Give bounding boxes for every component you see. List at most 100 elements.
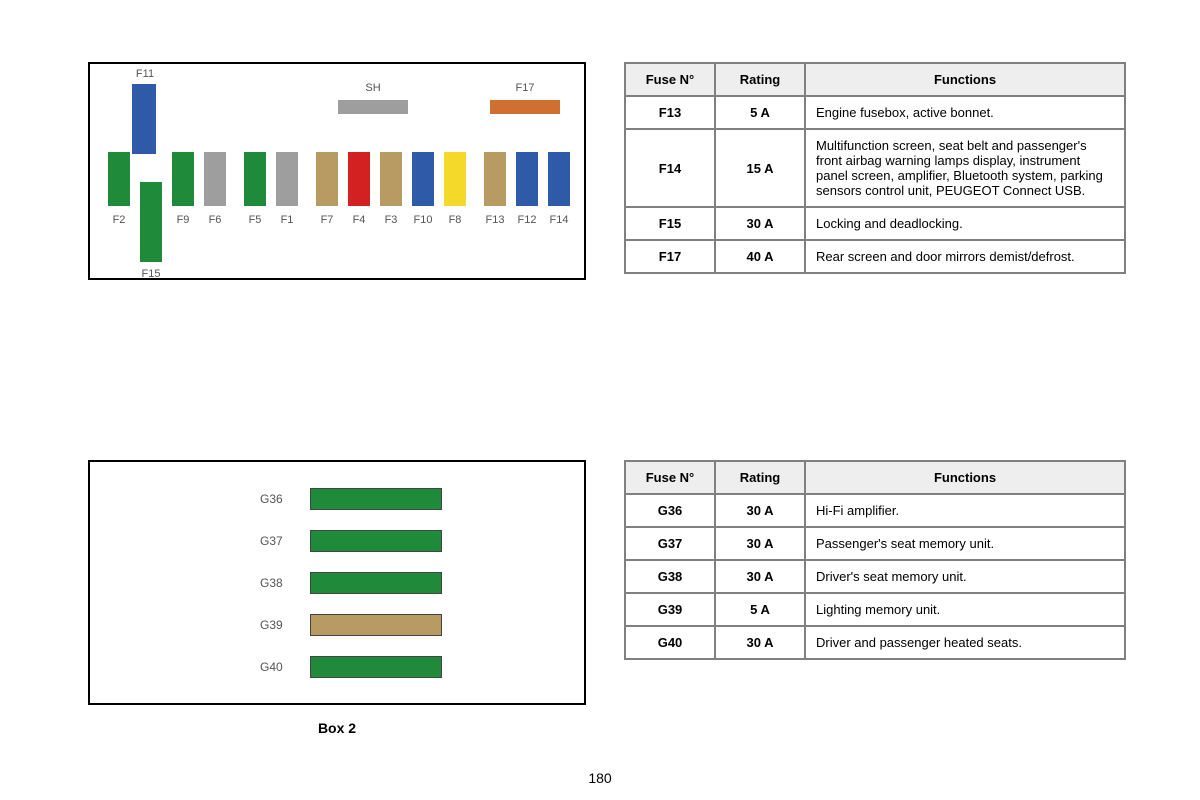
fuse-f10 bbox=[412, 152, 434, 206]
page-number: 180 bbox=[0, 770, 1200, 786]
cell-fuse: F13 bbox=[625, 96, 715, 129]
fuse-label: F10 bbox=[408, 214, 438, 226]
fusebox-diagram-1: F2 F15 F9F6 F5F1 F7F4F3F10F8 F13F12F14 F11 SH F1… bbox=[88, 62, 586, 280]
cell-function: Passenger's seat memory unit. bbox=[805, 527, 1125, 560]
table-row: G395 ALighting memory unit. bbox=[625, 593, 1125, 626]
col-fuse: Fuse N° bbox=[625, 63, 715, 96]
fuse-f1 bbox=[276, 152, 298, 206]
table-row: F135 AEngine fusebox, active bonnet. bbox=[625, 96, 1125, 129]
fuse-g39 bbox=[310, 614, 442, 636]
fuse-f4 bbox=[348, 152, 370, 206]
fuse-g38 bbox=[310, 572, 442, 594]
col-func: Functions bbox=[805, 461, 1125, 494]
table-row: G4030 ADriver and passenger heated seats… bbox=[625, 626, 1125, 659]
fuse-f12 bbox=[516, 152, 538, 206]
cell-fuse: G36 bbox=[625, 494, 715, 527]
table-row: G3830 ADriver's seat memory unit. bbox=[625, 560, 1125, 593]
table-row: G3630 AHi-Fi amplifier. bbox=[625, 494, 1125, 527]
fuse-label: F7 bbox=[312, 214, 342, 226]
cell-rating: 30 A bbox=[715, 626, 805, 659]
fuse-label: F17 bbox=[490, 82, 560, 94]
table-header-row: Fuse N° Rating Functions bbox=[625, 461, 1125, 494]
fuse-label: G37 bbox=[260, 534, 283, 548]
cell-function: Hi-Fi amplifier. bbox=[805, 494, 1125, 527]
fuse-g40 bbox=[310, 656, 442, 678]
fuse-f3 bbox=[380, 152, 402, 206]
table-row: F1415 AMultifunction screen, seat belt a… bbox=[625, 129, 1125, 207]
col-func: Functions bbox=[805, 63, 1125, 96]
fuse-label: F13 bbox=[480, 214, 510, 226]
fuse-table-2: Fuse N° Rating Functions G3630 AHi-Fi am… bbox=[624, 460, 1126, 660]
col-fuse: Fuse N° bbox=[625, 461, 715, 494]
fuse-f8 bbox=[444, 152, 466, 206]
cell-function: Locking and deadlocking. bbox=[805, 207, 1125, 240]
cell-rating: 30 A bbox=[715, 207, 805, 240]
box2-row: G39 bbox=[90, 614, 584, 640]
cell-function: Rear screen and door mirrors demist/defr… bbox=[805, 240, 1125, 273]
fuse-g37 bbox=[310, 530, 442, 552]
table-header-row: Fuse N° Rating Functions bbox=[625, 63, 1125, 96]
fuse-label: F2 bbox=[104, 214, 134, 226]
fuse-label: F3 bbox=[376, 214, 406, 226]
box2-row: G36 bbox=[90, 488, 584, 514]
cell-fuse: F14 bbox=[625, 129, 715, 207]
fuse-f6 bbox=[204, 152, 226, 206]
cell-rating: 40 A bbox=[715, 240, 805, 273]
fuse-label: G39 bbox=[260, 618, 283, 632]
fuse-f15 bbox=[140, 182, 162, 262]
fuse-f2 bbox=[108, 152, 130, 206]
cell-rating: 5 A bbox=[715, 593, 805, 626]
fuse-label: F6 bbox=[200, 214, 230, 226]
col-rating: Rating bbox=[715, 461, 805, 494]
fuse-f5 bbox=[244, 152, 266, 206]
fuse-label: F15 bbox=[136, 268, 166, 280]
cell-function: Driver's seat memory unit. bbox=[805, 560, 1125, 593]
table-row: F1740 ARear screen and door mirrors demi… bbox=[625, 240, 1125, 273]
cell-fuse: G39 bbox=[625, 593, 715, 626]
cell-function: Engine fusebox, active bonnet. bbox=[805, 96, 1125, 129]
cell-rating: 30 A bbox=[715, 494, 805, 527]
box2-row: G37 bbox=[90, 530, 584, 556]
table-row: F1530 ALocking and deadlocking. bbox=[625, 207, 1125, 240]
fuse-f14 bbox=[548, 152, 570, 206]
fuse-label: G36 bbox=[260, 492, 283, 506]
cell-rating: 15 A bbox=[715, 129, 805, 207]
fuse-label: F1 bbox=[272, 214, 302, 226]
box2-caption: Box 2 bbox=[88, 720, 586, 736]
cell-function: Multifunction screen, seat belt and pass… bbox=[805, 129, 1125, 207]
cell-rating: 30 A bbox=[715, 560, 805, 593]
fuse-label: SH bbox=[338, 82, 408, 94]
fuse-label: F8 bbox=[440, 214, 470, 226]
fuse-f17 bbox=[490, 100, 560, 114]
cell-rating: 30 A bbox=[715, 527, 805, 560]
page: F2F15F9F6F5F1F7F4F3F10F8F13F12F14F11SHF1… bbox=[0, 0, 1200, 800]
cell-fuse: G38 bbox=[625, 560, 715, 593]
fuse-sh bbox=[338, 100, 408, 114]
cell-function: Driver and passenger heated seats. bbox=[805, 626, 1125, 659]
fuse-f13 bbox=[484, 152, 506, 206]
fuse-f9 bbox=[172, 152, 194, 206]
fuse-label: G40 bbox=[260, 660, 283, 674]
cell-fuse: F17 bbox=[625, 240, 715, 273]
cell-fuse: F15 bbox=[625, 207, 715, 240]
col-rating: Rating bbox=[715, 63, 805, 96]
fuse-label: F14 bbox=[544, 214, 574, 226]
cell-rating: 5 A bbox=[715, 96, 805, 129]
fuse-f11 bbox=[132, 84, 156, 154]
fuse-label: F4 bbox=[344, 214, 374, 226]
cell-function: Lighting memory unit. bbox=[805, 593, 1125, 626]
cell-fuse: G40 bbox=[625, 626, 715, 659]
fuse-label: F9 bbox=[168, 214, 198, 226]
fuse-g36 bbox=[310, 488, 442, 510]
fuse-label: G38 bbox=[260, 576, 283, 590]
fuse-label: F11 bbox=[130, 68, 160, 80]
fusebox-diagram-2: G36 G37 G38 G39 G40 bbox=[88, 460, 586, 705]
cell-fuse: G37 bbox=[625, 527, 715, 560]
fuse-f7 bbox=[316, 152, 338, 206]
box2-row: G38 bbox=[90, 572, 584, 598]
box2-row: G40 bbox=[90, 656, 584, 682]
fuse-table-1: Fuse N° Rating Functions F135 AEngine fu… bbox=[624, 62, 1126, 274]
table-row: G3730 APassenger's seat memory unit. bbox=[625, 527, 1125, 560]
fuse-label: F12 bbox=[512, 214, 542, 226]
fuse-label: F5 bbox=[240, 214, 270, 226]
